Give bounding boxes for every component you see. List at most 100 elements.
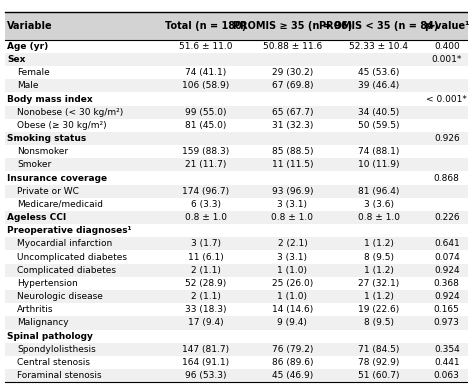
Text: 86 (89.6): 86 (89.6)	[272, 358, 313, 367]
Text: 0.001*: 0.001*	[432, 55, 462, 64]
Text: 2 (2.1): 2 (2.1)	[278, 239, 307, 248]
Text: 0.641: 0.641	[434, 239, 460, 248]
Bar	[5, 184, 473, 198]
Text: 45 (53.6): 45 (53.6)	[358, 68, 400, 77]
Text: 67 (69.8): 67 (69.8)	[272, 82, 313, 90]
Bar	[5, 145, 473, 158]
Bar	[5, 92, 473, 106]
Text: 21 (11.7): 21 (11.7)	[185, 160, 227, 169]
Text: 0.368: 0.368	[434, 279, 460, 288]
Text: Male: Male	[18, 82, 39, 90]
Bar	[5, 198, 473, 211]
Text: 3 (3.6): 3 (3.6)	[364, 200, 394, 209]
Text: Age (yr): Age (yr)	[7, 42, 48, 51]
Text: p-value¹: p-value¹	[424, 21, 469, 31]
Text: 174 (96.7): 174 (96.7)	[182, 187, 229, 196]
Bar	[5, 330, 473, 343]
Text: 1 (1.0): 1 (1.0)	[277, 292, 308, 301]
Text: 2 (1.1): 2 (1.1)	[191, 292, 221, 301]
Text: Body mass index: Body mass index	[7, 94, 92, 104]
Bar	[5, 172, 473, 184]
Text: 99 (55.0): 99 (55.0)	[185, 108, 227, 117]
Text: Hypertension: Hypertension	[18, 279, 78, 288]
Text: 52.33 ± 10.4: 52.33 ± 10.4	[349, 42, 409, 51]
Text: Medicare/medicaid: Medicare/medicaid	[18, 200, 103, 209]
Text: Central stenosis: Central stenosis	[18, 358, 91, 367]
Text: 96 (53.3): 96 (53.3)	[185, 371, 227, 380]
Bar	[5, 66, 473, 79]
Text: Spinal pathology: Spinal pathology	[7, 332, 93, 340]
Text: 3 (1.7): 3 (1.7)	[191, 239, 221, 248]
Text: 0.354: 0.354	[434, 345, 460, 354]
Text: 0.924: 0.924	[434, 266, 460, 275]
Text: 34 (40.5): 34 (40.5)	[358, 108, 400, 117]
Text: 0.924: 0.924	[434, 292, 460, 301]
Text: 0.973: 0.973	[434, 318, 460, 328]
Text: 25 (26.0): 25 (26.0)	[272, 279, 313, 288]
Text: 31 (32.3): 31 (32.3)	[272, 121, 313, 130]
Bar	[5, 79, 473, 92]
Text: Malignancy: Malignancy	[18, 318, 69, 328]
Text: Complicated diabetes: Complicated diabetes	[18, 266, 116, 275]
Text: Neurologic disease: Neurologic disease	[18, 292, 103, 301]
Text: 1 (1.2): 1 (1.2)	[364, 239, 394, 248]
Text: 0.8 ± 1.0: 0.8 ± 1.0	[272, 213, 313, 222]
Bar	[5, 250, 473, 264]
Text: 3 (3.1): 3 (3.1)	[277, 253, 308, 262]
Text: 76 (79.2): 76 (79.2)	[272, 345, 313, 354]
Bar	[5, 106, 473, 119]
Bar	[5, 277, 473, 290]
Text: 33 (18.3): 33 (18.3)	[185, 305, 227, 314]
Text: 0.165: 0.165	[434, 305, 460, 314]
Text: 81 (96.4): 81 (96.4)	[358, 187, 400, 196]
Text: 8 (9.5): 8 (9.5)	[364, 318, 394, 328]
Text: 1 (1.2): 1 (1.2)	[364, 266, 394, 275]
Bar	[5, 238, 473, 250]
Text: 164 (91.1): 164 (91.1)	[182, 358, 229, 367]
Text: 29 (30.2): 29 (30.2)	[272, 68, 313, 77]
Bar	[5, 290, 473, 303]
Text: Variable: Variable	[7, 21, 53, 31]
Bar	[5, 369, 473, 382]
Text: Preoperative diagnoses¹: Preoperative diagnoses¹	[7, 226, 131, 235]
Text: 27 (32.1): 27 (32.1)	[358, 279, 400, 288]
Text: 71 (84.5): 71 (84.5)	[358, 345, 400, 354]
Text: Total (n = 180): Total (n = 180)	[165, 21, 246, 31]
Bar	[5, 158, 473, 172]
Text: 10 (11.9): 10 (11.9)	[358, 160, 400, 169]
Text: 81 (45.0): 81 (45.0)	[185, 121, 227, 130]
Text: Foraminal stenosis: Foraminal stenosis	[18, 371, 102, 380]
Text: 147 (81.7): 147 (81.7)	[182, 345, 229, 354]
Text: PROMIS ≥ 35 (n = 96): PROMIS ≥ 35 (n = 96)	[233, 21, 352, 31]
Text: 14 (14.6): 14 (14.6)	[272, 305, 313, 314]
Text: 51 (60.7): 51 (60.7)	[358, 371, 400, 380]
Bar	[5, 12, 473, 40]
Bar	[5, 316, 473, 330]
Text: 6 (3.3): 6 (3.3)	[191, 200, 221, 209]
Bar	[5, 53, 473, 66]
Text: 52 (28.9): 52 (28.9)	[185, 279, 227, 288]
Text: Private or WC: Private or WC	[18, 187, 79, 196]
Bar	[5, 343, 473, 356]
Text: Nonsmoker: Nonsmoker	[18, 147, 68, 156]
Text: 1 (1.2): 1 (1.2)	[364, 292, 394, 301]
Text: 9 (9.4): 9 (9.4)	[277, 318, 307, 328]
Bar	[5, 356, 473, 369]
Text: 0.8 ± 1.0: 0.8 ± 1.0	[358, 213, 400, 222]
Text: 3 (3.1): 3 (3.1)	[277, 200, 308, 209]
Text: Arthritis: Arthritis	[18, 305, 54, 314]
Text: 39 (46.4): 39 (46.4)	[358, 82, 400, 90]
Text: 45 (46.9): 45 (46.9)	[272, 371, 313, 380]
Text: 0.868: 0.868	[434, 174, 460, 183]
Text: 0.441: 0.441	[434, 358, 460, 367]
Text: 11 (6.1): 11 (6.1)	[188, 253, 224, 262]
Text: < 0.001*: < 0.001*	[426, 94, 467, 104]
Text: 8 (9.5): 8 (9.5)	[364, 253, 394, 262]
Bar	[5, 40, 473, 53]
Text: Ageless CCI: Ageless CCI	[7, 213, 66, 222]
Text: 0.226: 0.226	[434, 213, 460, 222]
Bar	[5, 224, 473, 238]
Bar	[5, 211, 473, 224]
Text: 78 (92.9): 78 (92.9)	[358, 358, 400, 367]
Bar	[5, 264, 473, 277]
